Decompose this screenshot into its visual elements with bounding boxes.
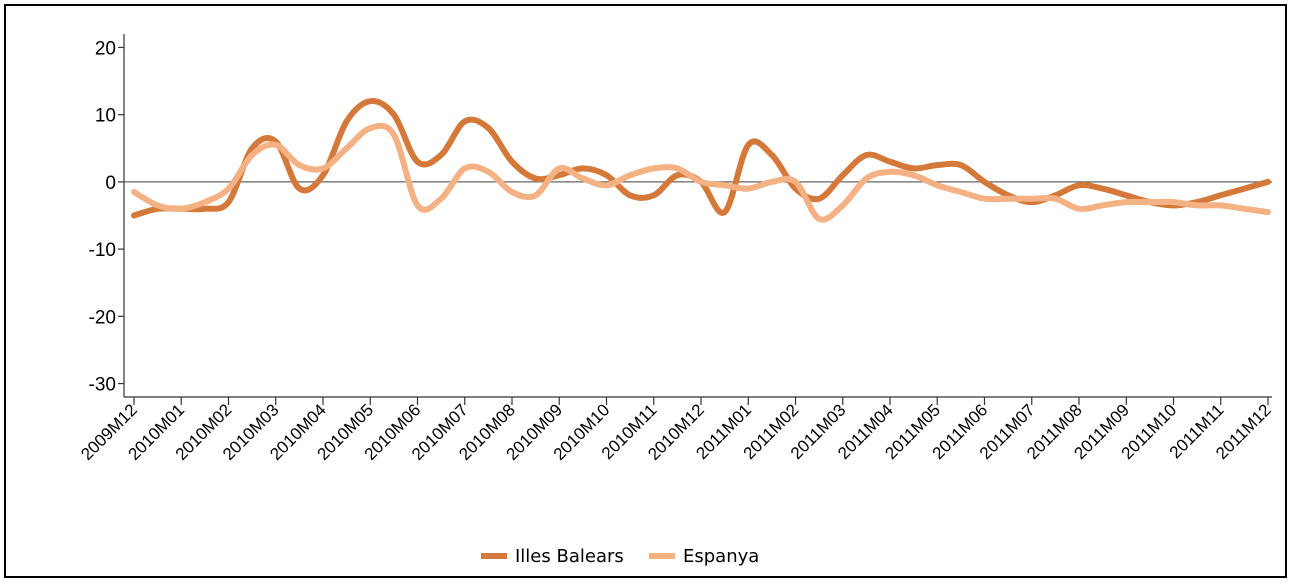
series-line-illes-balears (131, 98, 1271, 219)
chart-frame (4, 4, 1287, 578)
y-axis: 20 10 0 -10 -20 -30 (89, 34, 125, 397)
y-tick-label: 10 (95, 106, 116, 127)
series-lines (131, 98, 1271, 223)
y-tick-label: 20 (95, 38, 116, 59)
y-tick-label: -10 (89, 240, 116, 261)
y-tick-label: 0 (105, 173, 116, 194)
legend: Illes Balears Espanya (481, 546, 759, 567)
y-tick-label: -30 (89, 375, 116, 396)
series-line-espanya (131, 122, 1271, 223)
legend-label: Espanya (683, 546, 759, 567)
x-axis: 2009M122010M012010M022010M032010M042010M… (77, 181, 1275, 464)
legend-label: Illes Balears (515, 546, 624, 567)
y-tick-label: -20 (89, 307, 116, 328)
